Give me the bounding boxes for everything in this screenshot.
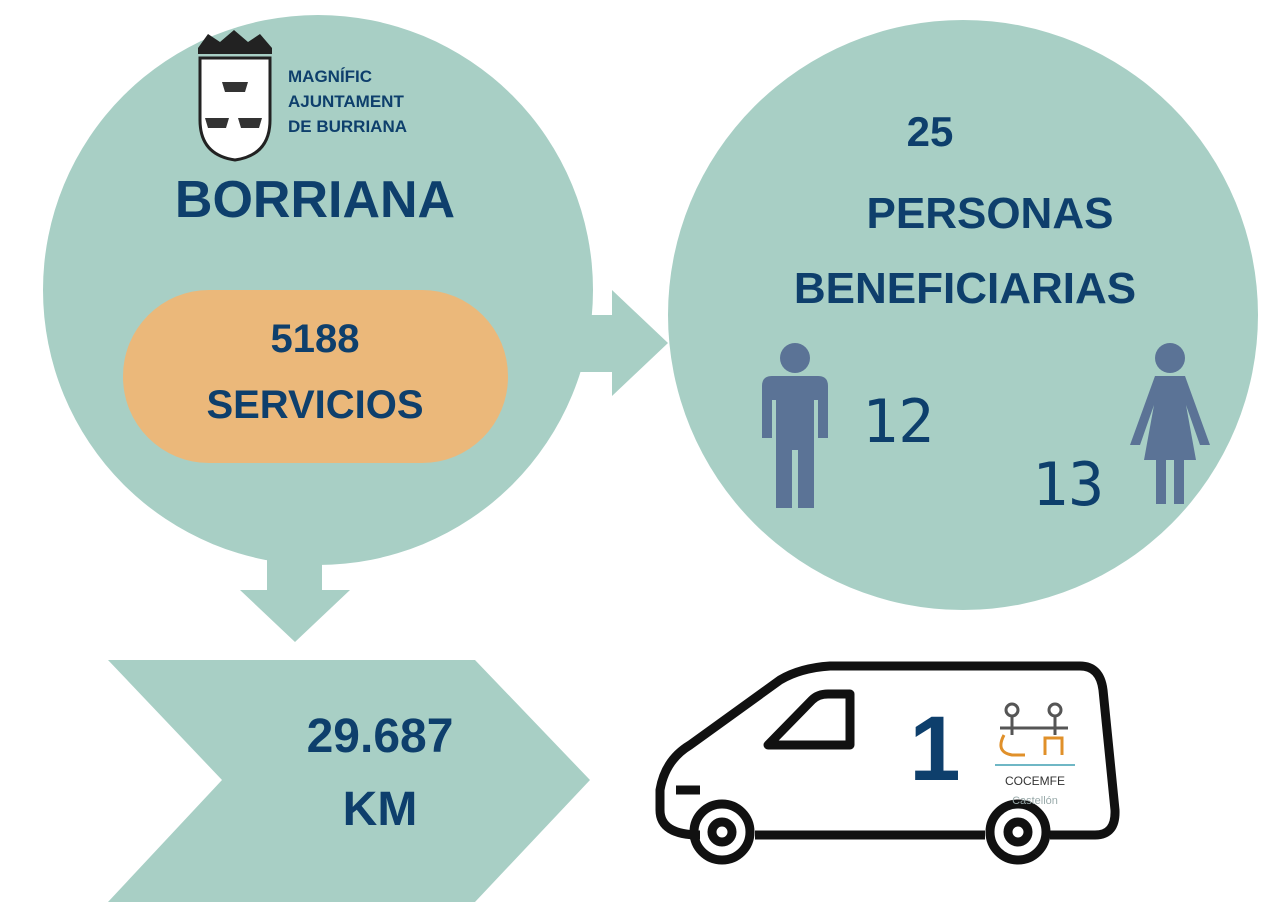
services-label: SERVICIOS [206, 383, 423, 427]
beneficiaries-total: 25 [907, 108, 954, 155]
cocemfe-logo [995, 702, 1075, 766]
men-count: 12 [862, 387, 934, 457]
man-icon [762, 343, 828, 508]
services-pill [123, 290, 508, 463]
vehicle-count: 1 [909, 698, 960, 800]
logo-line: MAGNÍFIC [288, 67, 372, 86]
distance-unit: KM [343, 783, 418, 836]
logo-line: DE BURRIANA [288, 117, 407, 136]
distance-value: 29.687 [307, 710, 454, 763]
van [655, 661, 1120, 865]
city: BORRIANA [175, 171, 455, 229]
distance-chevron [108, 660, 590, 902]
services-value: 5188 [271, 317, 360, 361]
partner-sub: Castellón [1012, 795, 1058, 807]
partner: COCEMFE [1005, 774, 1065, 788]
beneficiaries-circle [668, 20, 1258, 610]
beneficiaries-label: BENEFICIARIAS [794, 264, 1136, 313]
logo-line: AJUNTAMENT [288, 92, 404, 111]
beneficiaries-label: PERSONAS [867, 189, 1114, 238]
arrow-right [580, 290, 668, 396]
women-count: 13 [1032, 450, 1104, 520]
arrow-down [240, 555, 350, 642]
woman-icon [1130, 343, 1210, 504]
logo [198, 30, 272, 162]
